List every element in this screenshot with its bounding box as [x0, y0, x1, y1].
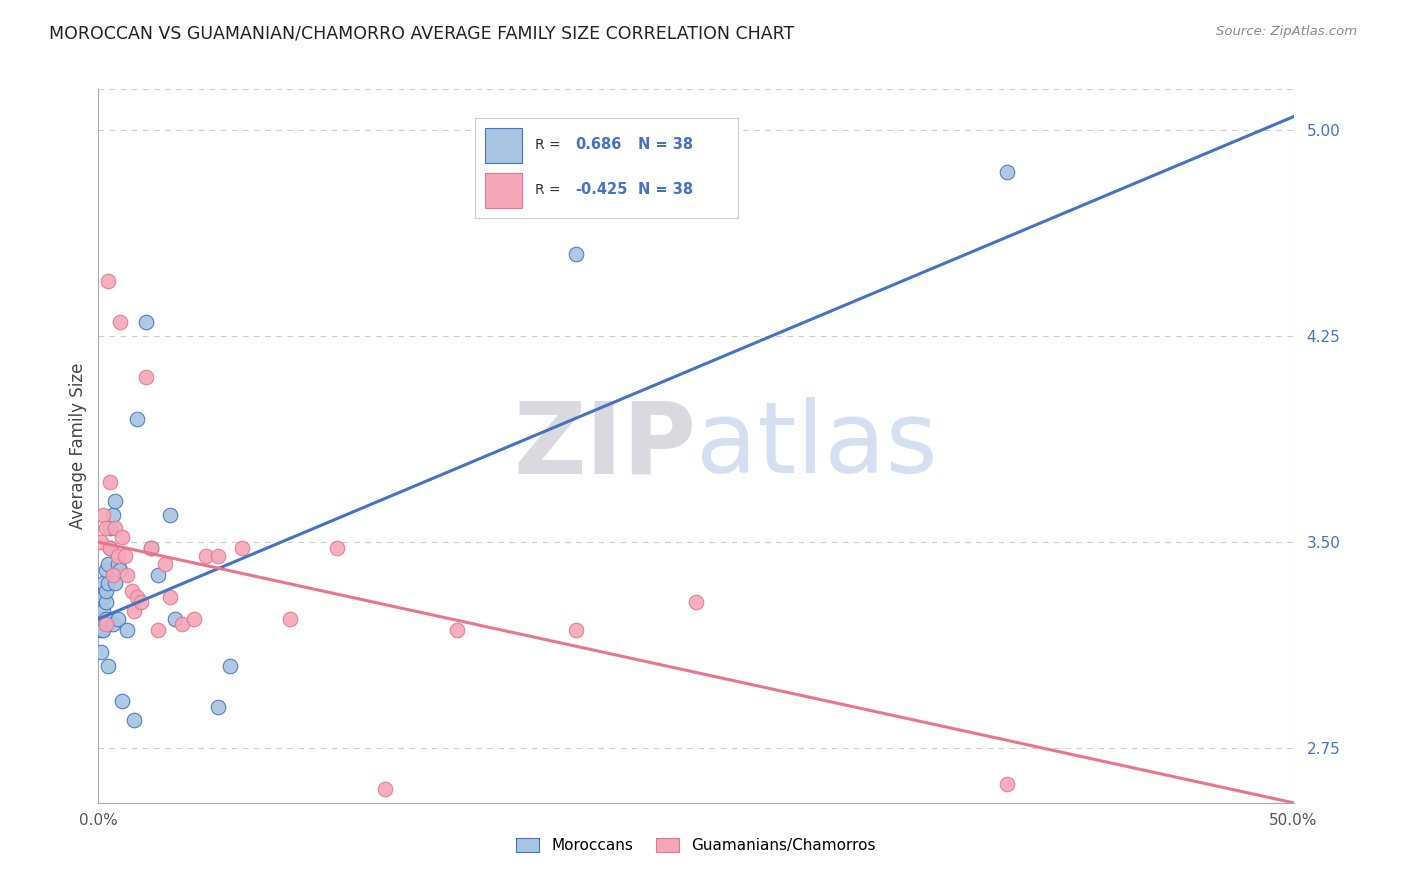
Point [94, 584, 117, 599]
Point [94, 617, 117, 632]
Point [159, 508, 181, 522]
Point [111, 530, 134, 544]
Point [90, 623, 112, 637]
Point [94, 612, 117, 626]
Point [97, 658, 120, 673]
Point [231, 541, 253, 555]
Point [995, 164, 1018, 178]
Point [90, 645, 112, 659]
Point [98, 475, 122, 489]
Point [101, 568, 124, 582]
Point [1187, 870, 1209, 884]
Text: Source: ZipAtlas.com: Source: ZipAtlas.com [1216, 25, 1357, 38]
Point [131, 595, 153, 609]
Point [107, 612, 129, 626]
Point [115, 568, 138, 582]
Point [125, 590, 148, 604]
Point [685, 595, 707, 609]
Point [374, 782, 396, 797]
Point [91, 576, 114, 591]
Point [114, 549, 136, 563]
Point [101, 508, 124, 522]
Point [94, 562, 117, 576]
Point [155, 557, 177, 571]
Point [565, 247, 588, 261]
Point [104, 494, 127, 508]
Point [107, 557, 129, 571]
Text: MOROCCAN VS GUAMANIAN/CHAMORRO AVERAGE FAMILY SIZE CORRELATION CHART: MOROCCAN VS GUAMANIAN/CHAMORRO AVERAGE F… [49, 25, 794, 43]
Point [135, 370, 157, 384]
Point [94, 595, 117, 609]
Point [98, 521, 122, 535]
Point [159, 590, 181, 604]
Point [278, 612, 301, 626]
Point [97, 557, 120, 571]
Point [446, 623, 468, 637]
Point [104, 576, 127, 591]
Point [98, 541, 122, 555]
Point [111, 694, 134, 708]
Point [91, 590, 114, 604]
Point [108, 562, 131, 576]
Point [104, 521, 127, 535]
Text: atlas: atlas [696, 398, 938, 494]
Point [115, 623, 138, 637]
Point [565, 623, 588, 637]
Legend: Moroccans, Guamanians/Chamorros: Moroccans, Guamanians/Chamorros [510, 832, 882, 859]
Point [148, 568, 170, 582]
Point [94, 521, 117, 535]
Point [90, 535, 112, 549]
Point [195, 549, 218, 563]
Point [207, 699, 229, 714]
Point [91, 623, 114, 637]
Y-axis label: Average Family Size: Average Family Size [69, 363, 87, 529]
Point [108, 316, 131, 330]
Point [97, 274, 120, 288]
Point [125, 411, 148, 425]
Text: ZIP: ZIP [513, 398, 696, 494]
Point [163, 612, 186, 626]
Point [124, 714, 146, 728]
Point [148, 623, 170, 637]
Point [124, 604, 146, 618]
Point [139, 541, 162, 555]
Point [97, 576, 120, 591]
Point [183, 612, 205, 626]
Point [101, 617, 124, 632]
Point [207, 549, 229, 563]
Point [139, 541, 162, 555]
Point [91, 604, 114, 618]
Point [172, 617, 194, 632]
Point [90, 612, 112, 626]
Point [98, 541, 122, 555]
Point [107, 549, 129, 563]
Point [326, 541, 349, 555]
Point [91, 508, 114, 522]
Point [135, 316, 157, 330]
Point [995, 776, 1018, 790]
Point [219, 658, 242, 673]
Point [121, 584, 143, 599]
